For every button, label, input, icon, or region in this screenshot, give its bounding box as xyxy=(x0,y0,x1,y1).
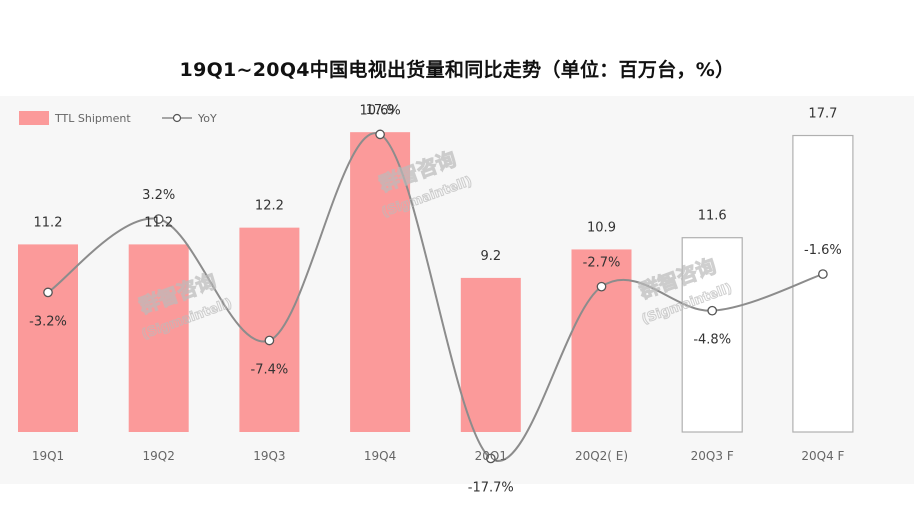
bar-value-label-7: 17.7 xyxy=(808,107,837,122)
yoy-value-labels: -3.2% 3.2% -7.4% 10.6% -17.7% -2.7% -4.8% -1.6% xyxy=(29,103,842,495)
bar-value-labels: 11.2 11.2 12.2 17.9 9.2 10.9 11.6 17.7 xyxy=(34,103,838,264)
bar-7 xyxy=(792,134,854,433)
yoy-point-7 xyxy=(818,269,828,279)
bar-2 xyxy=(239,227,300,432)
bar-value-label-2: 12.2 xyxy=(255,199,284,214)
yoy-point-4 xyxy=(485,453,496,464)
bar-3 xyxy=(350,132,411,433)
yoy-point-3 xyxy=(375,129,385,140)
bar-value-label-5: 10.9 xyxy=(587,220,616,235)
x-tick-label-7: 20Q4 F xyxy=(801,449,844,463)
legend-marker-yoy xyxy=(172,113,182,123)
bar-5 xyxy=(571,249,632,432)
chart-title: 19Q1~20Q4中国电视出货量和同比走势（单位：百万台，%） xyxy=(179,59,735,81)
x-tick-label-6: 20Q3 F xyxy=(691,449,734,463)
yoy-point-2 xyxy=(264,335,275,346)
x-tick-label-2: 19Q3 xyxy=(253,449,285,463)
yoy-value-label-0: -3.2% xyxy=(29,314,67,329)
bar-value-label-4: 9.2 xyxy=(480,249,501,264)
yoy-line-series xyxy=(43,129,828,464)
x-axis-tick-labels: 19Q1 19Q2 19Q3 19Q4 20Q1 20Q2( E) 20Q3 F 20Q4 F xyxy=(32,449,845,463)
x-tick-label-1: 19Q2 xyxy=(143,449,175,463)
yoy-value-label-3: 10.6% xyxy=(359,103,400,118)
bar-4 xyxy=(460,277,521,432)
bar-1 xyxy=(128,244,189,432)
yoy-value-label-5: -2.7% xyxy=(583,256,621,271)
legend-label-yoy: YoY xyxy=(197,112,217,125)
bar-series xyxy=(18,132,854,433)
x-tick-label-4: 20Q1 xyxy=(475,449,507,463)
bar-6 xyxy=(681,237,743,433)
bar-value-label-3: 17.9 xyxy=(366,103,395,118)
x-tick-label-5: 20Q2( E) xyxy=(575,449,628,463)
yoy-point-0 xyxy=(43,287,53,298)
legend-label-shipment: TTL Shipment xyxy=(54,112,131,125)
legend: TTL Shipment YoY xyxy=(19,111,217,125)
yoy-value-label-7: -1.6% xyxy=(804,243,842,258)
x-tick-label-3: 19Q4 xyxy=(364,449,396,463)
yoy-line xyxy=(47,132,824,462)
yoy-value-label-2: -7.4% xyxy=(251,362,289,377)
yoy-point-5 xyxy=(596,281,607,292)
yoy-value-label-4: -17.7% xyxy=(468,480,514,495)
x-tick-label-0: 19Q1 xyxy=(32,449,64,463)
yoy-value-label-1: 3.2% xyxy=(142,188,175,203)
yoy-value-label-6: -4.8% xyxy=(693,333,731,348)
yoy-point-1 xyxy=(153,214,164,224)
bar-value-label-6: 11.6 xyxy=(698,209,727,224)
yoy-point-6 xyxy=(707,305,718,316)
legend-swatch-shipment xyxy=(19,111,49,125)
bar-value-label-0: 11.2 xyxy=(34,215,63,230)
bar-value-label-1: 11.2 xyxy=(144,215,173,230)
